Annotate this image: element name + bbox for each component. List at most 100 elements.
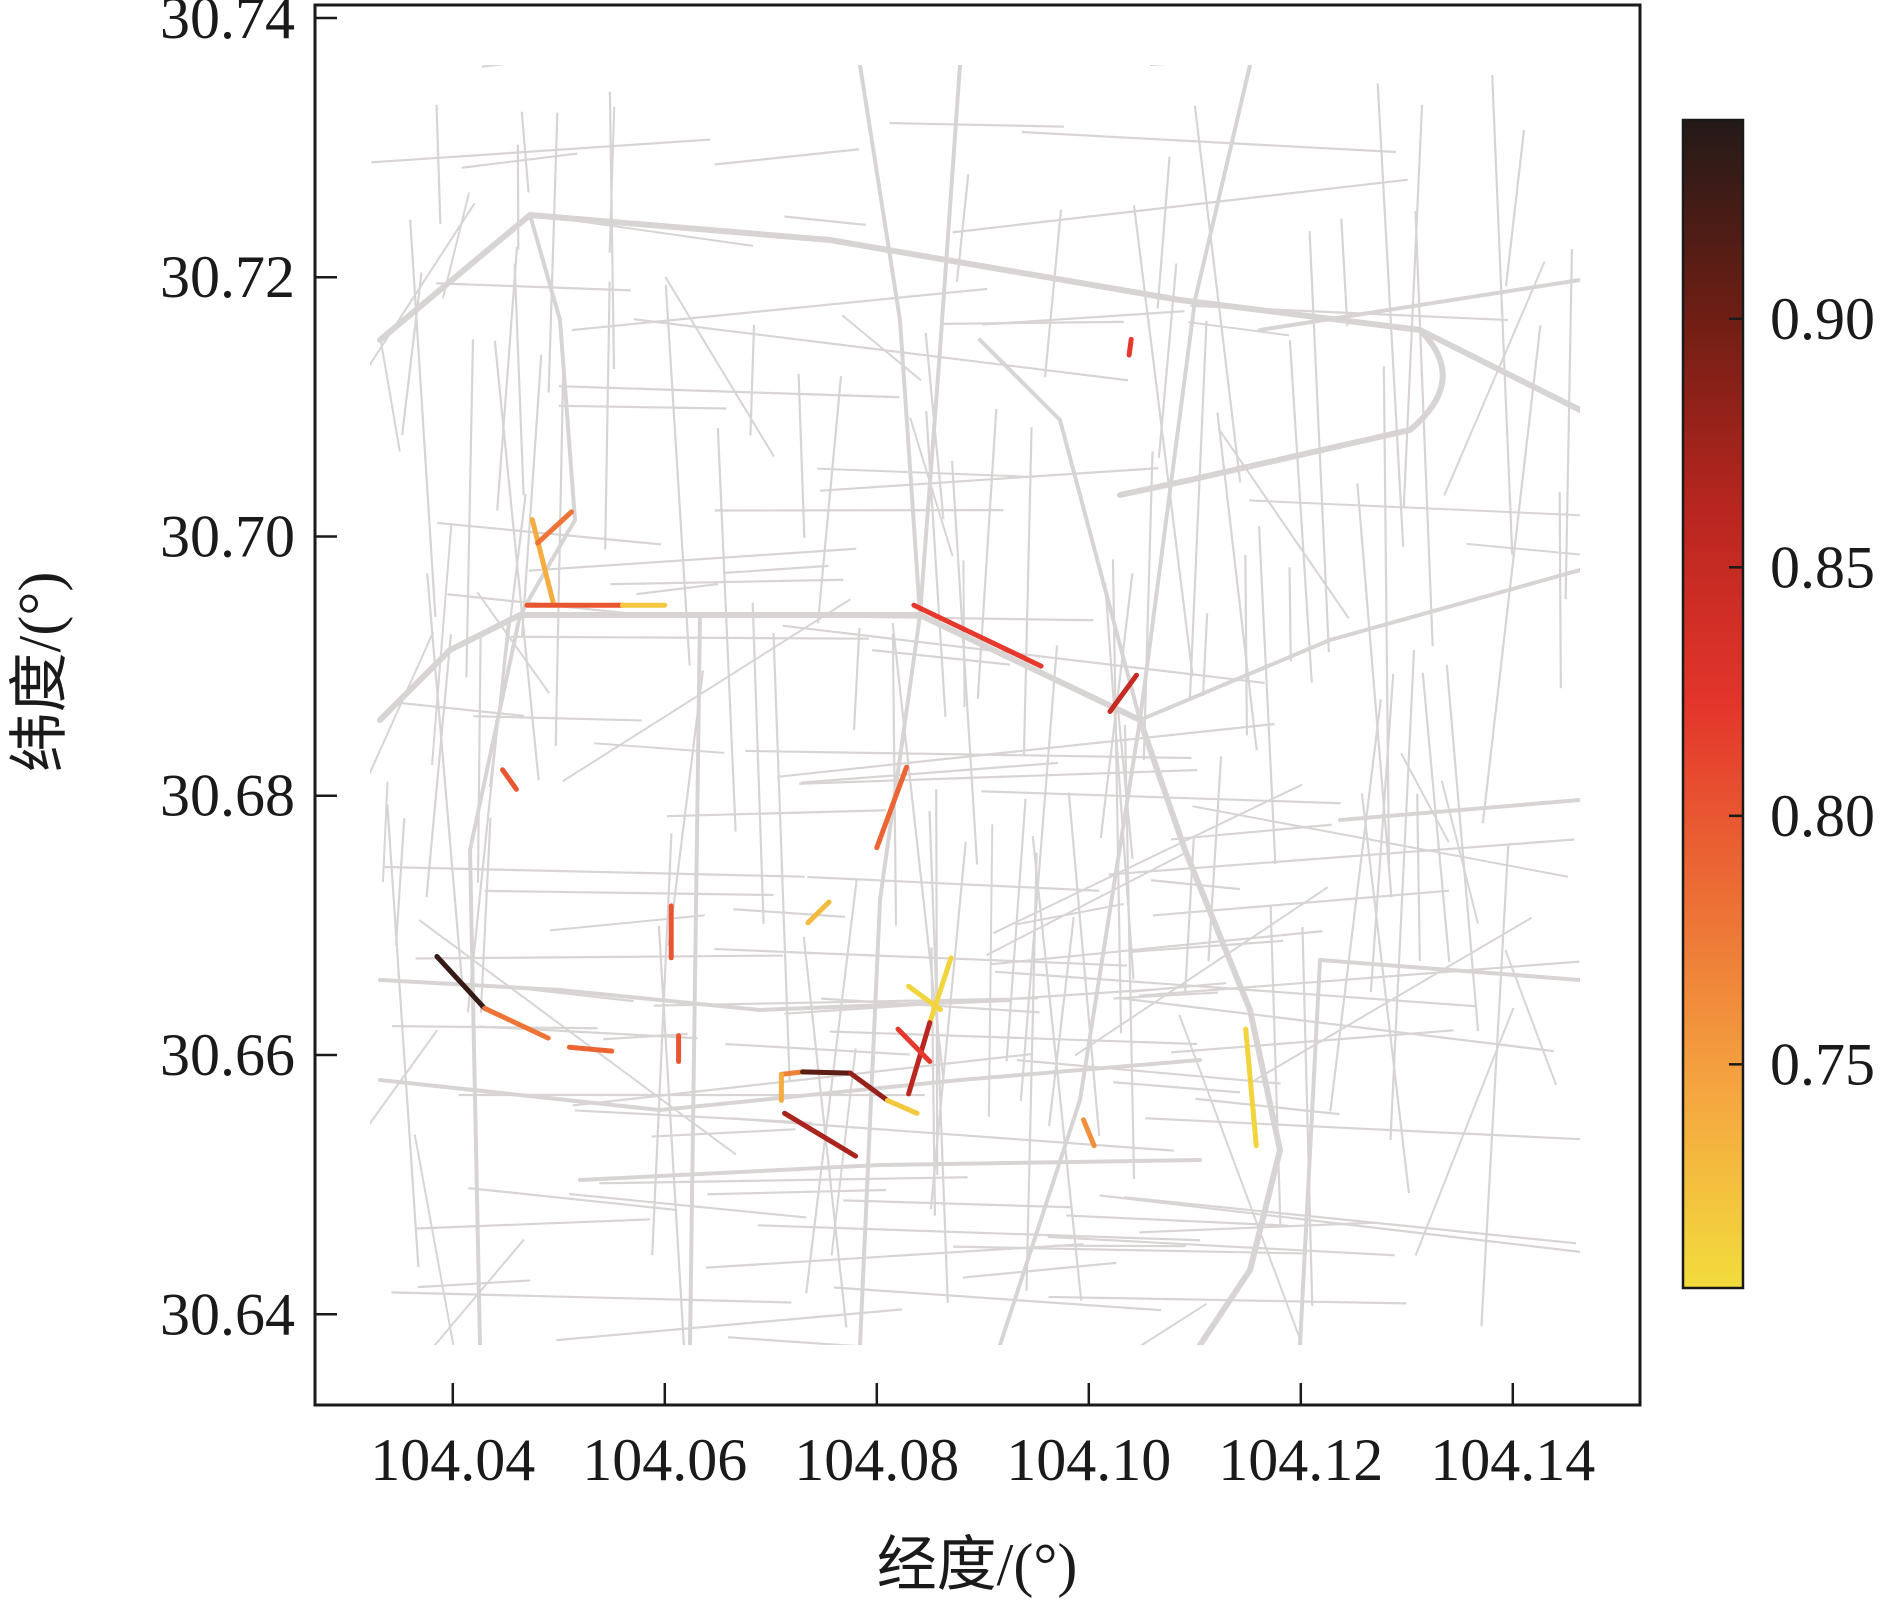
local-street (511, 637, 869, 639)
local-street (799, 374, 805, 538)
local-street (1150, 50, 1351, 65)
local-street (1492, 75, 1512, 555)
local-street (1415, 211, 1432, 646)
local-street (723, 566, 829, 573)
local-street (605, 282, 610, 550)
highlighted-segment-14 (569, 1047, 611, 1051)
arterial-road (690, 615, 700, 1345)
local-street (651, 1129, 795, 1136)
local-street (515, 264, 524, 496)
local-street (715, 149, 860, 164)
local-street (963, 1263, 1117, 1278)
local-street (953, 180, 1408, 233)
local-street (799, 770, 1197, 784)
local-street (1245, 555, 1247, 735)
local-street (843, 1200, 1071, 1207)
x-tick-label: 104.08 (794, 1427, 959, 1493)
local-street (636, 584, 718, 594)
local-street (1007, 799, 1026, 1062)
local-street (416, 1219, 649, 1228)
local-street (784, 217, 865, 225)
local-street (563, 599, 851, 781)
local-street (807, 877, 1099, 891)
local-street (734, 909, 846, 917)
local-street (556, 1309, 902, 1340)
base-road-network (302, 37, 1678, 1501)
colorbar-ticks: 0.90 0.85 0.80 0.75 (1729, 286, 1875, 1098)
local-street (1310, 231, 1329, 652)
local-street (610, 580, 843, 584)
local-street (652, 833, 671, 1255)
colorbar-tick-label: 0.80 (1770, 783, 1875, 849)
local-street (1134, 206, 1193, 677)
local-street (1444, 261, 1544, 495)
y-tick-label: 30.66 (160, 1022, 295, 1088)
local-street (986, 853, 1185, 955)
local-street (1560, 492, 1561, 688)
highlighted-segment-9 (808, 902, 829, 923)
local-street (322, 632, 433, 880)
local-street (942, 322, 1124, 324)
local-street (569, 1194, 806, 1217)
colorbar: 0.90 0.85 0.80 0.75 (1683, 120, 1875, 1288)
local-street (1483, 325, 1541, 823)
arterial-road (470, 615, 520, 1345)
highlighted-segment-6 (1129, 339, 1131, 355)
local-street (758, 1225, 1200, 1240)
local-street (707, 1190, 886, 1194)
local-street (666, 285, 690, 666)
local-street (777, 724, 1274, 777)
local-street (418, 1280, 530, 1287)
x-tick-label: 104.10 (1006, 1427, 1171, 1493)
highlighted-segment-21 (803, 1072, 851, 1073)
arterial-road (860, 65, 920, 1345)
local-street (410, 220, 435, 617)
local-street (889, 123, 1063, 127)
local-street (556, 373, 563, 746)
highlighted-segments (437, 339, 1256, 1156)
colorbar-tick-label: 0.85 (1770, 534, 1875, 600)
local-street (1505, 950, 1556, 1085)
local-street (978, 409, 996, 699)
local-street (665, 277, 774, 457)
highlighted-segment-23 (887, 1100, 917, 1113)
local-street (482, 37, 729, 67)
local-street (485, 891, 774, 895)
local-street (1290, 567, 1291, 661)
highlighted-segment-8 (877, 767, 907, 847)
local-street (818, 376, 841, 623)
colorbar-tick-label: 0.90 (1770, 286, 1875, 352)
local-street (381, 341, 400, 451)
local-street (806, 879, 857, 1294)
local-street (1371, 674, 1393, 992)
local-street (436, 283, 631, 290)
local-street (830, 1031, 1197, 1043)
y-tick-label: 30.70 (160, 503, 295, 569)
local-street (1021, 645, 1057, 1101)
local-street (466, 339, 473, 677)
local-street (1330, 699, 1381, 1111)
highlighted-segment-13 (485, 1008, 549, 1038)
y-tick-label: 30.72 (160, 244, 295, 310)
x-tick-label: 104.04 (370, 1427, 535, 1493)
local-street (437, 105, 441, 224)
x-axis-title: 经度/(°) (877, 1532, 1078, 1598)
local-street (468, 1188, 677, 1210)
local-street (383, 867, 804, 877)
local-street (842, 315, 921, 380)
local-street (773, 633, 789, 1080)
y-axis-title: 纬度/(°) (7, 572, 73, 773)
local-street (1401, 753, 1449, 842)
local-street (398, 703, 524, 716)
colorbar-tick-label: 0.75 (1770, 1031, 1875, 1097)
plot-frame (315, 5, 1640, 1405)
local-street (391, 1292, 791, 1302)
local-street (1190, 321, 1207, 700)
local-street (1566, 249, 1572, 599)
local-street (667, 810, 886, 816)
local-street (396, 818, 404, 945)
local-street (549, 113, 558, 393)
local-street (550, 915, 705, 930)
